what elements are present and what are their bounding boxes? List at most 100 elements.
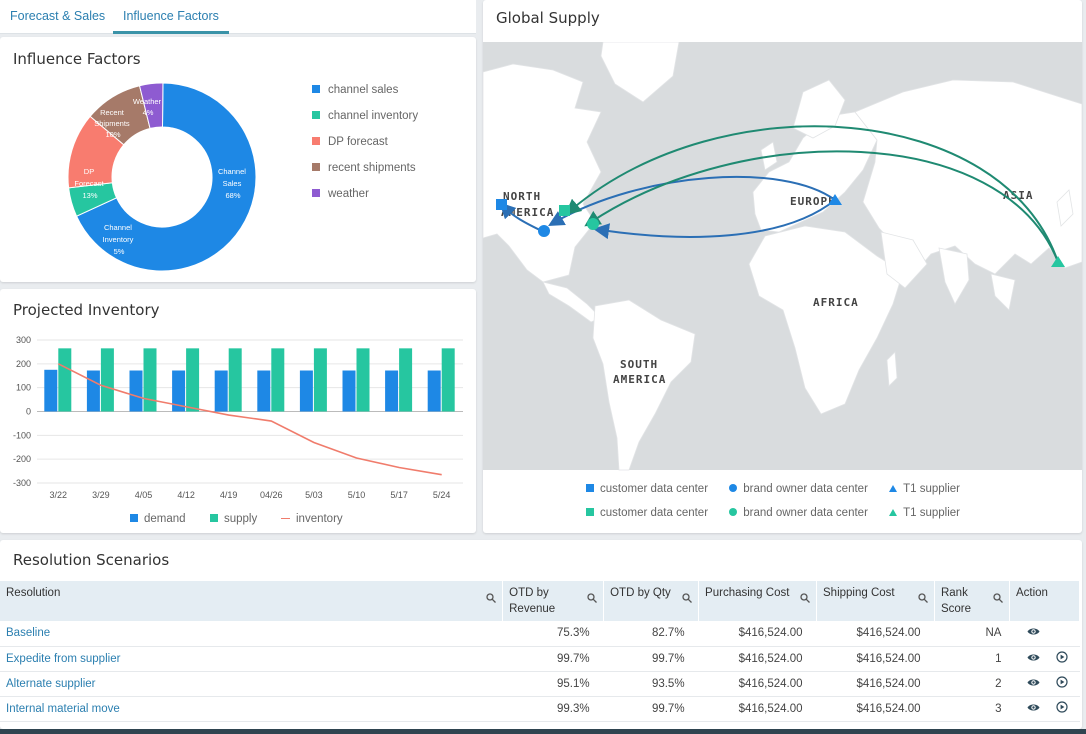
tab-influence-factors[interactable]: Influence Factors <box>113 9 229 34</box>
legend-swatch <box>312 163 320 171</box>
supply-bar[interactable] <box>271 348 285 412</box>
purchasing-cost-cell: $416,524.00 <box>698 671 817 697</box>
india-land <box>938 247 970 305</box>
madagascar-land <box>886 351 898 387</box>
search-icon[interactable] <box>918 592 928 608</box>
greenland-land <box>600 42 680 103</box>
japan-land <box>1056 189 1074 227</box>
table-row[interactable]: Expedite from supplier 99.7% 99.7% $416,… <box>0 646 1080 672</box>
table-row[interactable]: Internal material move 99.3% 99.7% $416,… <box>0 696 1080 722</box>
demand-bar[interactable] <box>129 370 143 412</box>
demand-bar[interactable] <box>427 370 441 412</box>
otd-qty-cell: 93.5% <box>603 671 699 697</box>
x-tick-label: 5/24 <box>433 490 451 500</box>
eye-icon[interactable] <box>1027 678 1040 690</box>
supply-bar[interactable] <box>143 348 157 412</box>
demand-bar[interactable] <box>342 370 356 412</box>
region-label-europe: EUROPE <box>790 195 836 208</box>
action-cell <box>1009 696 1080 722</box>
eye-icon[interactable] <box>1027 627 1040 639</box>
col-otd-qty[interactable]: OTD by Qty <box>603 581 700 621</box>
legend-square-icon <box>586 508 594 516</box>
otd-qty-cell: 99.7% <box>603 646 699 672</box>
legend-line <box>281 518 290 519</box>
t1-supplier-green-marker[interactable] <box>1051 256 1065 267</box>
demand-bar[interactable] <box>299 370 313 412</box>
otd-qty-cell: 82.7% <box>603 621 699 647</box>
col-label: Rank Score <box>940 587 972 615</box>
resolution-link[interactable]: Baseline <box>0 621 503 647</box>
search-icon[interactable] <box>486 592 497 608</box>
supply-bar[interactable] <box>228 348 242 412</box>
search-icon[interactable] <box>587 592 598 608</box>
resolution-link[interactable]: Alternate supplier <box>0 671 503 697</box>
purchasing-cost-cell: $416,524.00 <box>698 696 817 722</box>
donut-slice-channel-sales[interactable] <box>75 82 257 272</box>
play-circle-icon[interactable] <box>1056 676 1068 691</box>
x-tick-label: 4/05 <box>135 490 153 500</box>
legend-label: weather <box>328 188 369 200</box>
col-shipping-cost[interactable]: Shipping Cost <box>816 581 935 621</box>
table-row[interactable]: Baseline 75.3% 82.7% $416,524.00 $416,52… <box>0 621 1080 647</box>
demand-bar[interactable] <box>214 370 228 412</box>
route-asia-to-brand-owner <box>584 150 1059 263</box>
demand-bar[interactable] <box>86 370 100 412</box>
legend-label: channel sales <box>328 84 399 96</box>
legend-label: recent shipments <box>328 162 416 174</box>
brand-owner-dc-green-marker[interactable] <box>587 218 599 230</box>
otd-revenue-cell: 75.3% <box>502 621 604 647</box>
eye-icon[interactable] <box>1027 703 1040 715</box>
x-tick-label: 4/19 <box>220 490 238 500</box>
x-tick-label: 3/22 <box>50 490 68 500</box>
resolution-link[interactable]: Internal material move <box>0 696 503 722</box>
brand-owner-dc-blue-marker[interactable] <box>538 225 550 237</box>
supply-bar[interactable] <box>441 348 455 412</box>
world-map[interactable]: NORTH AMERICA EUROPE ASIA AFRICA SOUTH A… <box>483 42 1082 472</box>
legend-swatch <box>312 137 320 145</box>
rank-score-cell: NA <box>934 621 1010 647</box>
play-circle-icon[interactable] <box>1056 651 1068 666</box>
action-cell <box>1009 671 1080 697</box>
supply-bar[interactable] <box>399 348 413 412</box>
donut-slice-weather[interactable] <box>138 82 164 130</box>
global-supply-panel: Global Supply NORTH AMERICA EUROPE ASIA … <box>483 0 1082 533</box>
resolution-link[interactable]: Expedite from supplier <box>0 646 503 672</box>
demand-bar[interactable] <box>385 370 399 412</box>
x-tick-label: 5/10 <box>348 490 366 500</box>
supply-bar[interactable] <box>313 348 327 412</box>
se-asia-land <box>990 273 1016 311</box>
legend-swatch <box>130 514 138 522</box>
search-icon[interactable] <box>800 592 810 608</box>
demand-bar[interactable] <box>172 370 186 412</box>
col-resolution[interactable]: Resolution <box>0 581 504 621</box>
projected-inventory-panel: Projected Inventory 300 200 100 0 -100 -200 -3… <box>0 289 476 533</box>
search-icon[interactable] <box>993 592 1003 608</box>
supply-bar[interactable] <box>58 348 72 412</box>
search-icon[interactable] <box>682 592 693 608</box>
supply-bar[interactable] <box>100 348 114 412</box>
inventory-line[interactable] <box>57 363 442 476</box>
legend-square-icon <box>586 484 594 492</box>
play-circle-icon[interactable] <box>1056 701 1068 716</box>
legend-label: demand <box>144 513 186 525</box>
col-rank-score[interactable]: Rank Score <box>934 581 1010 621</box>
col-purchasing-cost[interactable]: Purchasing Cost <box>698 581 818 621</box>
legend-triangle-icon <box>889 485 898 492</box>
eye-icon[interactable] <box>1027 653 1040 665</box>
y-tick-label: -100 <box>13 430 31 440</box>
col-label: OTD by Qty <box>610 587 671 599</box>
demand-bar[interactable] <box>257 370 271 412</box>
customer-dc-green-marker[interactable] <box>559 205 570 216</box>
customer-dc-blue-marker[interactable] <box>496 199 507 210</box>
demand-bar[interactable] <box>44 369 58 412</box>
supply-bar[interactable] <box>186 348 200 412</box>
table-row[interactable]: Alternate supplier 95.1% 93.5% $416,524.… <box>0 671 1080 697</box>
supply-bar[interactable] <box>356 348 370 412</box>
t1-supplier-blue-marker[interactable] <box>828 194 842 205</box>
south-america-land <box>592 299 696 471</box>
supply-routes <box>499 125 1059 263</box>
y-tick-label: 300 <box>16 335 31 345</box>
tab-forecast-sales[interactable]: Forecast & Sales <box>10 9 106 23</box>
otd-revenue-cell: 99.3% <box>502 696 604 722</box>
col-otd-revenue[interactable]: OTD by Revenue <box>502 581 605 621</box>
